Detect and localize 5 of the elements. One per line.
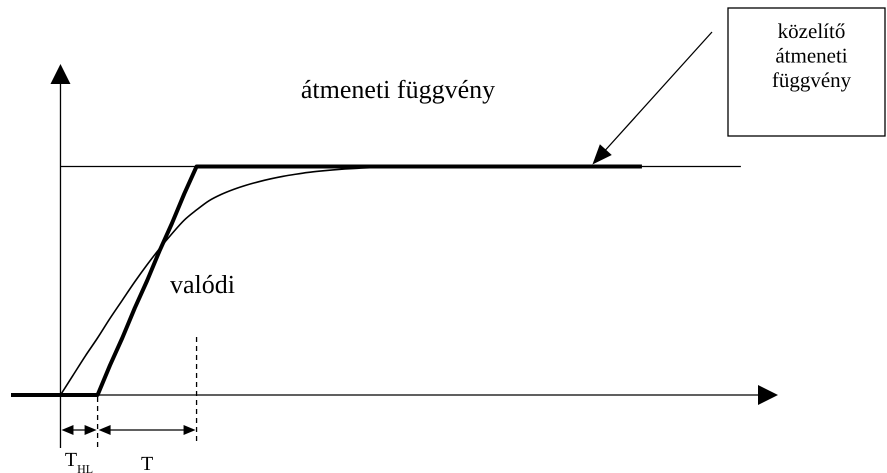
series-label: valódi <box>170 270 235 299</box>
text: T$_{HL}$ <box>64 449 94 473</box>
text: közelítő átmeneti függvény <box>772 19 852 92</box>
chart-title: átmeneti függvény <box>300 75 496 104</box>
text: T <box>140 453 154 473</box>
